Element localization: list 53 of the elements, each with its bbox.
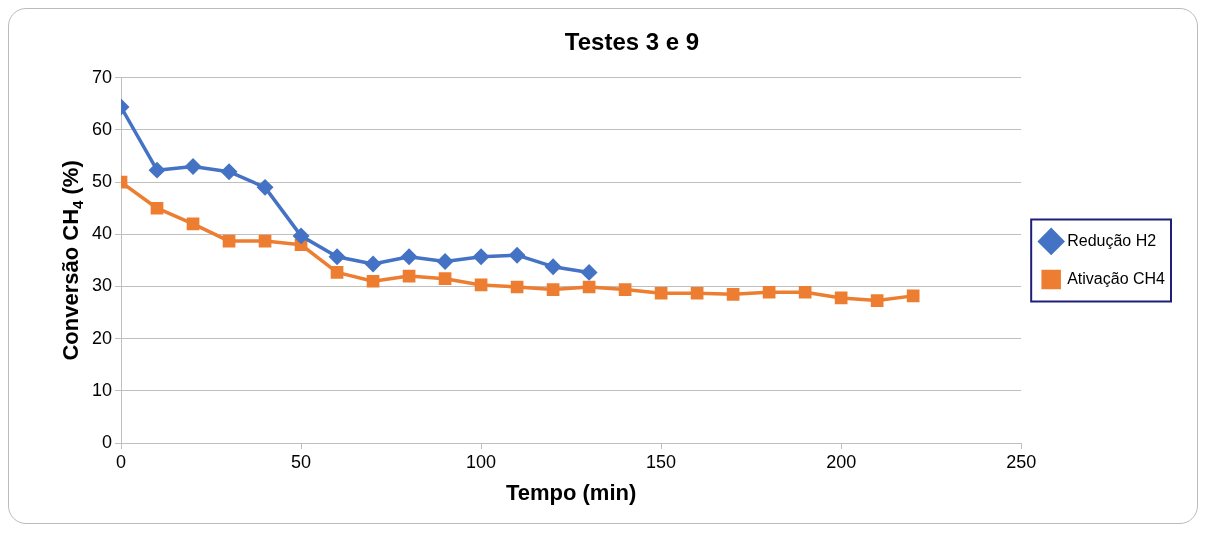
point — [581, 264, 597, 281]
point — [330, 266, 344, 279]
point — [726, 287, 740, 301]
y-axis-title: Conversão CH4 (%) — [58, 160, 86, 361]
x-tick-label: 150 — [646, 451, 677, 472]
point — [258, 234, 272, 248]
point — [545, 258, 561, 275]
point — [582, 280, 596, 294]
point — [222, 234, 236, 248]
x-tick-label: 200 — [826, 451, 857, 472]
point — [618, 283, 632, 296]
point — [509, 247, 525, 263]
point — [474, 278, 488, 292]
point — [510, 280, 524, 294]
point — [185, 158, 201, 175]
point — [150, 201, 164, 215]
point — [654, 286, 668, 300]
legend-label: Redução H2 — [1067, 231, 1157, 249]
point — [870, 294, 884, 307]
point — [437, 253, 453, 270]
point — [329, 249, 345, 265]
x-tick-label: 100 — [466, 451, 497, 472]
y-tick-label: 20 — [91, 327, 113, 348]
y-tick-label: 10 — [91, 379, 113, 400]
x-tick-label: 50 — [291, 451, 312, 472]
y-tick-label: 70 — [91, 66, 113, 87]
point — [798, 285, 812, 299]
x-tick-label: 0 — [116, 451, 127, 472]
point — [365, 256, 381, 272]
point — [149, 162, 165, 178]
y-tick-label: 60 — [91, 118, 113, 139]
point — [690, 286, 704, 300]
y-tick-label: 30 — [91, 275, 113, 296]
y-tick-label: 50 — [91, 171, 113, 192]
point — [186, 217, 200, 231]
y-tick-label: 40 — [91, 223, 113, 244]
x-axis-title: Tempo (min) — [505, 479, 637, 505]
point — [438, 272, 452, 286]
chart-title: Testes 3 e 9 — [564, 28, 700, 56]
point — [366, 274, 380, 288]
point — [906, 289, 920, 303]
point — [762, 285, 776, 299]
point — [473, 249, 489, 265]
y-tick-label: 0 — [102, 431, 113, 452]
x-tick-label: 250 — [1006, 451, 1037, 472]
point — [401, 249, 417, 265]
point — [221, 163, 237, 180]
point — [834, 291, 848, 305]
point — [402, 269, 416, 283]
point — [257, 179, 273, 196]
legend-label: Ativação CH4 — [1067, 269, 1166, 287]
point — [546, 283, 560, 296]
point — [293, 228, 309, 244]
